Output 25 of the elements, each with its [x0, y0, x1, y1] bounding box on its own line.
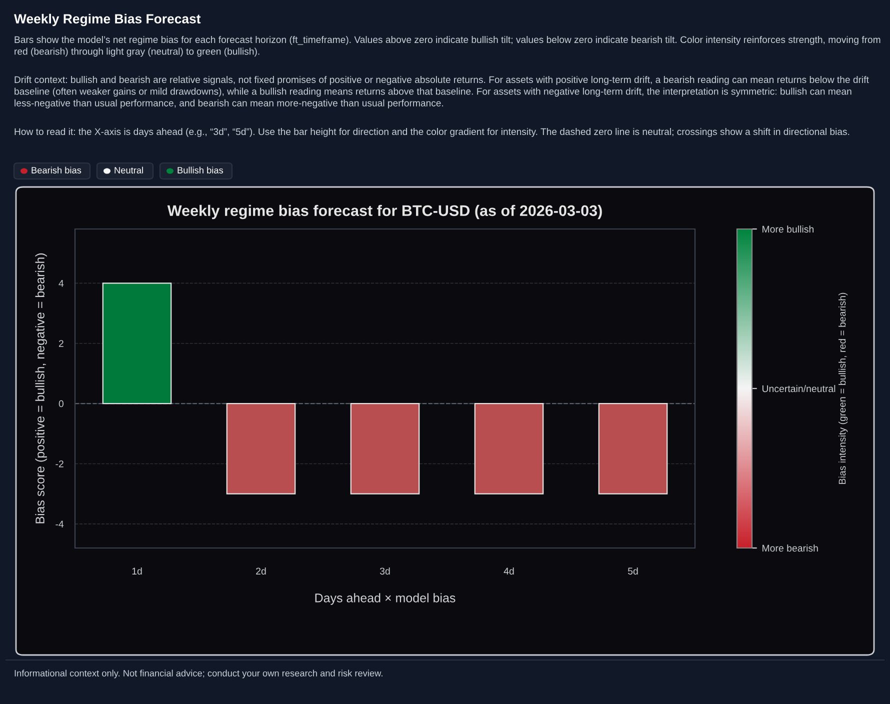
y-tick-label: 4	[58, 280, 64, 287]
y-tick-label: -4	[56, 520, 64, 528]
y-tick-label: 2	[58, 340, 64, 347]
text: Bars show the model’s net regime bias for each forecast horizon (ft_timeframe). Values above zero indicate bullish tilt; values below zero indicate bearish tilt. Color intensity reinforces strength, moving from red (bearish) through light gray (neutral) to green (bullish).	[14, 36, 880, 57]
text: Neutral	[114, 166, 143, 174]
x-tick-label: 2d	[256, 567, 266, 575]
text: Bullish bias	[178, 166, 224, 174]
x-tick-label: 3d	[380, 567, 390, 575]
color-bar-title: Bias intensity (green = bullish, red = bearish)	[838, 292, 848, 484]
text: Informational context only. Not financial advice; conduct your own research and risk review.	[14, 670, 382, 678]
y-tick-label: 0	[58, 400, 64, 408]
x-tick-label: 4d	[504, 567, 514, 575]
color-bar-label: More bullish	[762, 225, 814, 233]
color-bar-label: Uncertain/neutral	[762, 384, 836, 392]
text: How to read it: the X-axis is days ahead (e.g., “3d”, “5d”). Use the bar height for direction and the color gradient for intensity. The dashed zero line is neutral; crossings show a shift in directional bias.	[14, 128, 850, 137]
color-bar-label: More bearish	[762, 544, 818, 552]
y-axis-title: Bias score (positive = bullish, negative = bearish)	[35, 253, 47, 524]
x-tick-label: 5d	[628, 567, 638, 575]
chart-title: Weekly regime bias forecast for BTC-USD (as of 2026-03-03)	[167, 204, 602, 220]
text: Bearish bias	[32, 166, 82, 174]
text: Weekly Regime Bias Forecast	[14, 14, 201, 26]
x-tick-label: 1d	[132, 567, 142, 575]
x-axis-title: Days ahead × model bias	[315, 593, 456, 605]
y-tick-label: -2	[56, 460, 64, 468]
text: Drift context: bullish and bearish are relative signals, not fixed promises of positive or negative absolute returns. For assets with positive long-term drift, a bearish reading can mean returns below the drift baseline (often weaker gains or mild drawdowns), while a bullish reading means returns above that baseline. For assets with negative long-term drift, the interpretation is symmetric: bullish can mean less-negative than usual performance, and bearish can mean more-negative than usual performance.	[14, 76, 869, 108]
